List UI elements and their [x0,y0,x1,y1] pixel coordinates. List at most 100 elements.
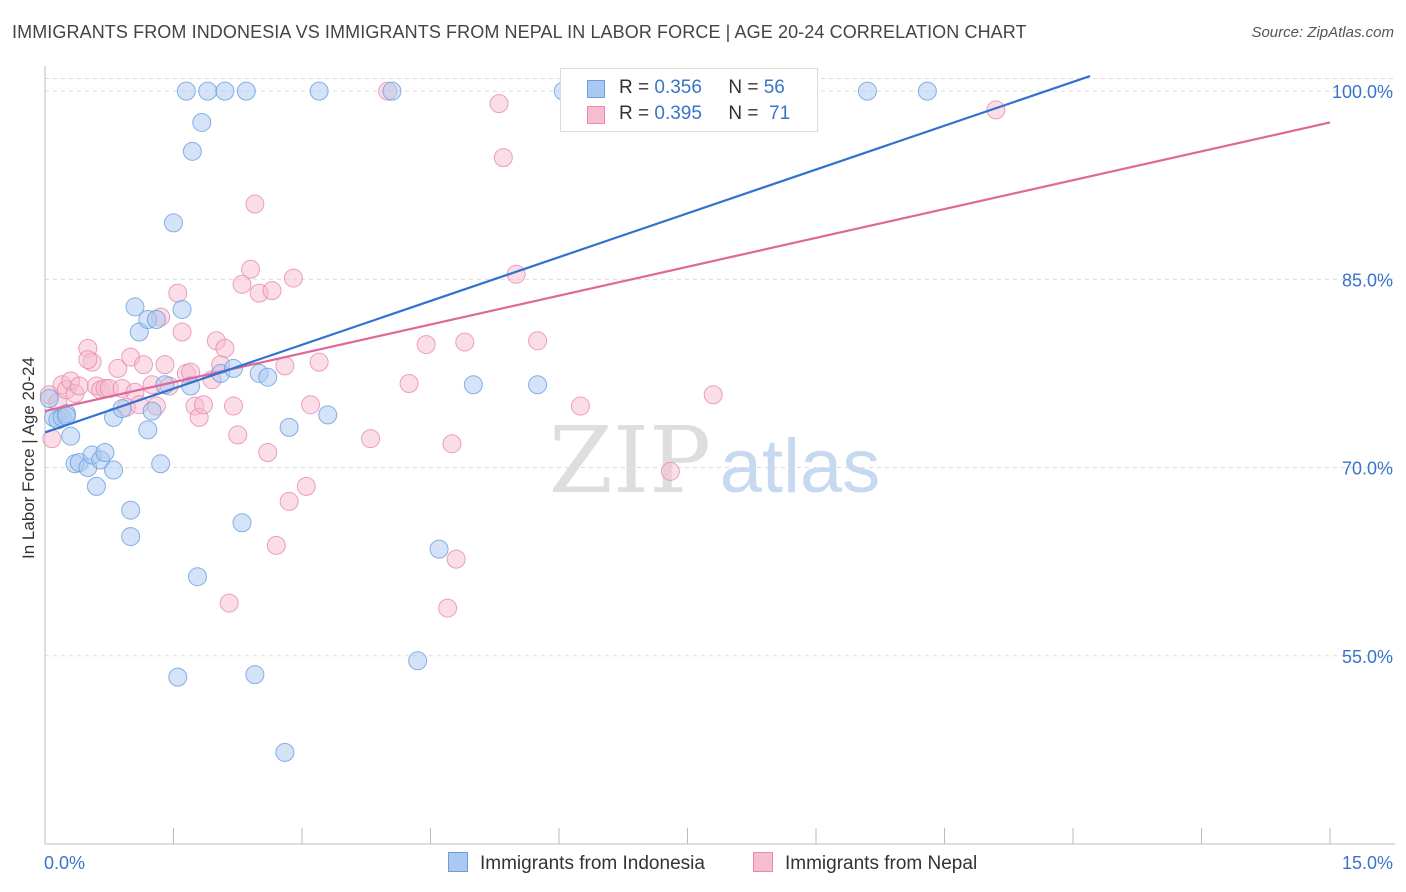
n-label: N = [728,103,759,124]
nepal-swatch [587,106,605,124]
indonesia-point [408,651,428,671]
indonesia-point [215,81,235,101]
indonesia-point [528,375,548,395]
nepal-point [442,434,462,454]
bottom-legend-indonesia[interactable]: Immigrants from Indonesia [448,852,705,875]
indonesia-point [857,81,877,101]
indonesia-legend-swatch [448,852,468,872]
indonesia-point [138,420,158,440]
nepal-points [39,81,1006,618]
nepal-point [241,259,261,279]
nepal-legend-swatch [753,852,773,872]
zipatlas-watermark: ZIP atlas [549,407,880,514]
chart-title: IMMIGRANTS FROM INDONESIA VS IMMIGRANTS … [12,22,1027,42]
x-tick-label-max: 15.0% [1342,853,1393,873]
indonesia-point [275,742,295,762]
nepal-legend-label: Immigrants from Nepal [785,853,978,874]
trend-lines [44,74,1331,434]
y-axis-label: In Labor Force | Age 20-24 [19,357,38,559]
indonesia-point [187,567,207,587]
nepal-point [455,332,475,352]
bottom-legend-nepal[interactable]: Immigrants from Nepal [753,852,977,875]
nepal-point [399,373,419,393]
nepal-point [69,376,89,396]
axes [44,66,1395,845]
nepal-point [266,535,286,555]
n-label: N = [728,77,759,98]
r-value-nepal: 0.395 [654,103,702,124]
indonesia-point [382,81,402,101]
indonesia-point [121,527,141,547]
indonesia-point [104,460,124,480]
indonesia-point [309,81,329,101]
nepal-point [301,395,321,415]
watermark-atlas: atlas [720,424,881,509]
nepal-point [361,429,381,449]
indonesia-point [146,309,166,329]
x-tick-label-min: 0.0% [44,853,85,873]
indonesia-point [151,454,171,474]
nepal-point [489,94,509,114]
indonesia-point [172,299,192,319]
nepal-point [528,331,548,351]
legend-stats-indonesia: R = 0.356 N = 56 [619,77,785,99]
nepal-point [168,283,188,303]
gridlines [45,78,1395,657]
indonesia-legend-label: Immigrants from Indonesia [480,853,705,874]
indonesia-point [245,665,265,685]
indonesia-point [142,401,162,421]
n-value-nepal: 71 [769,103,791,124]
nepal-point [134,355,154,375]
nepal-point [986,100,1006,120]
indonesia-trend-line [44,74,1091,434]
nepal-trend-line [44,121,1331,413]
r-label: R = [619,103,650,124]
nepal-point [228,425,248,445]
indonesia-point [198,81,218,101]
watermark-zip: ZIP [549,407,711,514]
nepal-point [245,194,265,214]
n-value-indonesia: 56 [763,77,785,98]
nepal-point [262,281,282,301]
source-label: Source: ZipAtlas.com [1251,24,1394,41]
r-label: R = [619,77,650,98]
nepal-point [232,274,252,294]
r-value-indonesia: 0.356 [654,77,702,98]
indonesia-point [121,500,141,520]
nepal-point [446,549,466,569]
correlation-legend: R = 0.356 N = 56 R = 0.395 N = 71 [560,68,818,132]
indonesia-point [258,367,278,387]
indonesia-point [279,417,299,437]
nepal-point [258,442,278,462]
indonesia-point [39,389,59,409]
nepal-point [108,358,128,378]
y-tick-label: 85.0% [1342,270,1393,290]
indonesia-point [463,375,483,395]
indonesia-point [232,513,252,533]
indonesia-point [176,81,196,101]
nepal-point [438,598,458,618]
nepal-point [296,476,316,496]
legend-stats-nepal: R = 0.395 N = 71 [619,103,790,125]
indonesia-point [182,141,202,161]
tick-labels: 55.0% 70.0% 85.0% 100.0% 0.0% 15.0% [44,82,1393,873]
nepal-point [279,491,299,511]
nepal-point [703,385,723,405]
nepal-point [493,148,513,168]
nepal-point [193,395,213,415]
indonesia-points [39,81,937,762]
y-tick-label: 55.0% [1342,647,1393,667]
nepal-point [172,322,192,342]
y-tick-label: 100.0% [1332,82,1393,102]
indonesia-point [429,539,449,559]
nepal-point [78,350,98,370]
nepal-point [155,355,175,375]
y-tick-label: 70.0% [1342,459,1393,479]
nepal-point [570,396,590,416]
indonesia-point [318,405,338,425]
nepal-point [416,335,436,355]
indonesia-point [61,426,81,446]
indonesia-point [236,81,256,101]
indonesia-point [192,112,212,132]
